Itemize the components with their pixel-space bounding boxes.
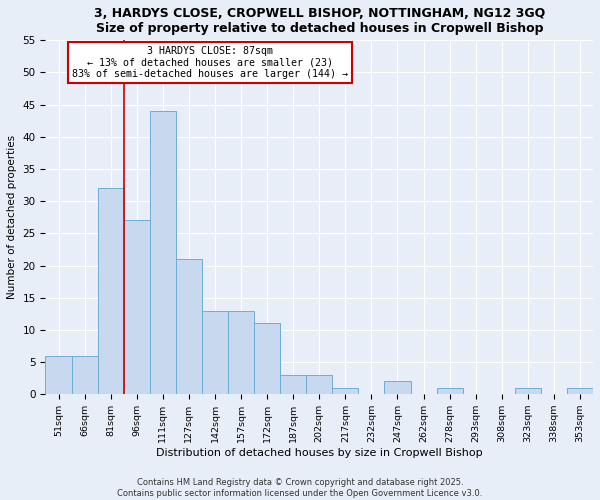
- Bar: [46, 356, 71, 395]
- Bar: [150, 111, 176, 395]
- X-axis label: Distribution of detached houses by size in Cropwell Bishop: Distribution of detached houses by size …: [156, 448, 482, 458]
- Bar: [228, 310, 254, 394]
- Text: 3 HARDYS CLOSE: 87sqm
← 13% of detached houses are smaller (23)
83% of semi-deta: 3 HARDYS CLOSE: 87sqm ← 13% of detached …: [72, 46, 348, 79]
- Bar: [202, 310, 228, 394]
- Bar: [124, 220, 150, 394]
- Title: 3, HARDYS CLOSE, CROPWELL BISHOP, NOTTINGHAM, NG12 3GQ
Size of property relative: 3, HARDYS CLOSE, CROPWELL BISHOP, NOTTIN…: [94, 7, 545, 35]
- Text: Contains HM Land Registry data © Crown copyright and database right 2025.
Contai: Contains HM Land Registry data © Crown c…: [118, 478, 482, 498]
- Bar: [332, 388, 358, 394]
- Bar: [71, 356, 98, 395]
- Bar: [515, 388, 541, 394]
- Bar: [98, 188, 124, 394]
- Bar: [306, 375, 332, 394]
- Bar: [254, 324, 280, 394]
- Bar: [567, 388, 593, 394]
- Bar: [176, 259, 202, 394]
- Bar: [280, 375, 306, 394]
- Bar: [437, 388, 463, 394]
- Bar: [385, 382, 410, 394]
- Y-axis label: Number of detached properties: Number of detached properties: [7, 135, 17, 300]
